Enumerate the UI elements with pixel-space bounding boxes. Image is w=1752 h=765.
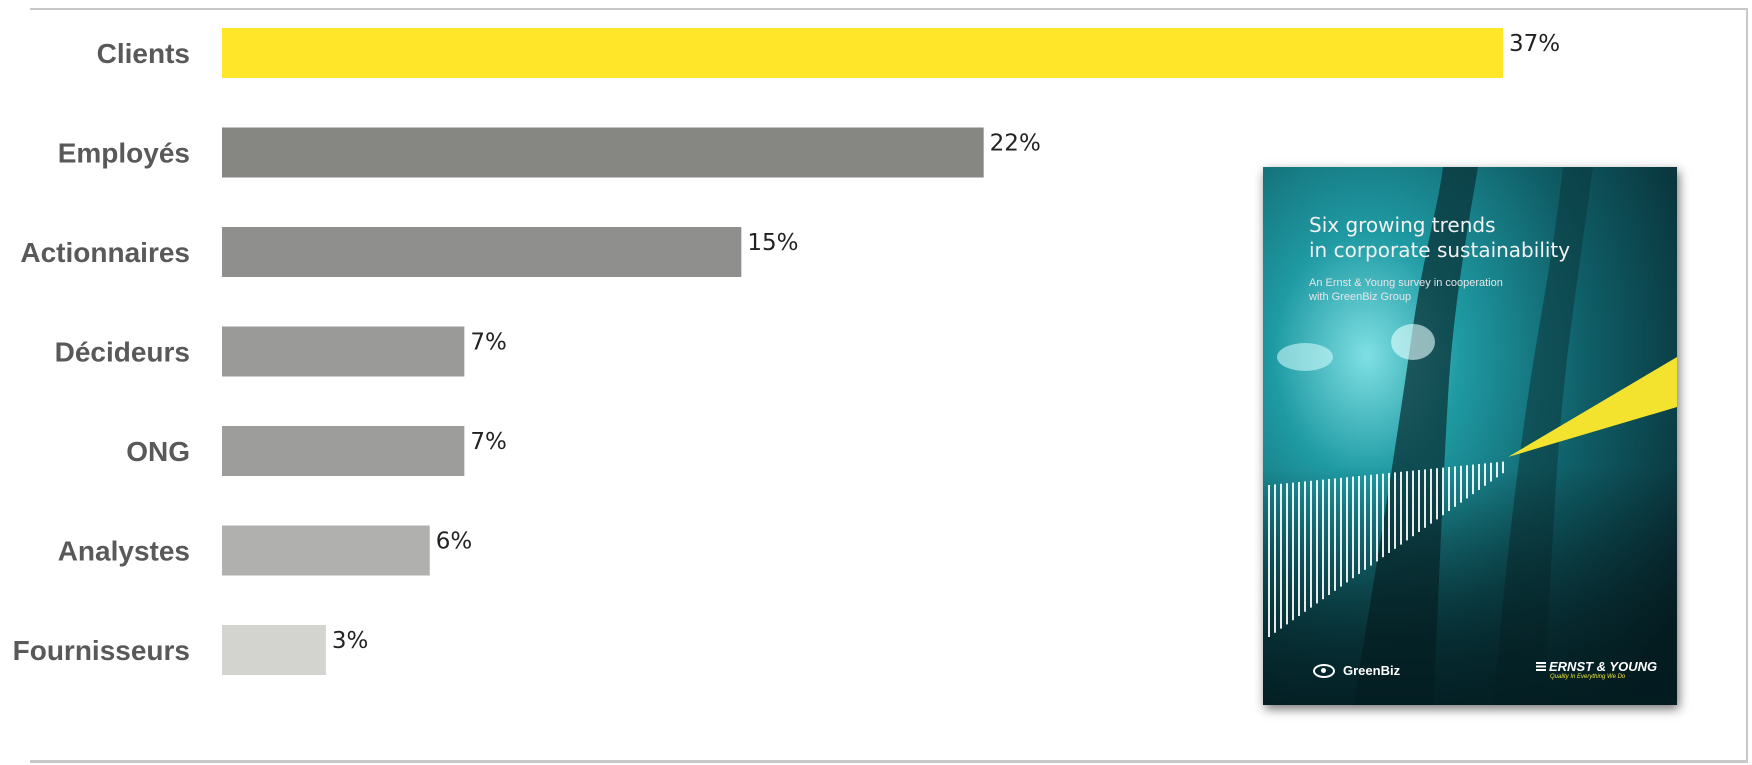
category-label-ong: ONG <box>126 436 190 467</box>
report-cover: Six growing trends in corporate sustaina… <box>1263 167 1677 705</box>
value-label-employes: 22% <box>990 131 1041 157</box>
greenbiz-logo: GreenBiz <box>1313 663 1400 678</box>
value-label-analystes: 6% <box>436 529 473 555</box>
ernst-young-logo: ERNST & YOUNG Quality In Everything We D… <box>1536 659 1657 680</box>
cover-yellow-beam <box>1508 357 1677 457</box>
chart-frame <box>30 8 1748 763</box>
value-label-fournisseurs: 3% <box>332 628 369 654</box>
ernst-young-logo-text: ERNST & YOUNG <box>1536 659 1657 674</box>
category-label-fournisseurs: Fournisseurs <box>13 635 190 666</box>
bar-fournisseurs <box>222 625 326 675</box>
category-label-employes: Employés <box>58 138 190 169</box>
category-label-clients: Clients <box>97 38 190 69</box>
ey-bars-icon <box>1536 662 1546 671</box>
value-label-ong: 7% <box>470 429 507 455</box>
bar-ong <box>222 426 465 476</box>
ernst-young-tagline: Quality In Everything We Do <box>1550 674 1626 680</box>
value-label-decideurs: 7% <box>470 330 507 356</box>
cover-subtitle-line: An Ernst & Young survey in cooperation <box>1309 277 1503 289</box>
bar-actionnaires <box>222 227 742 277</box>
category-label-analystes: Analystes <box>58 536 190 567</box>
ey-name: ERNST & YOUNG <box>1549 659 1658 674</box>
cover-light-lines-graphic <box>1268 461 1504 637</box>
bar-employes <box>222 127 984 178</box>
cover-subtitle-line: with GreenBiz Group <box>1309 291 1412 303</box>
bar-analystes <box>222 525 430 576</box>
bar-decideurs <box>222 326 465 377</box>
cover-background-image <box>1263 167 1677 705</box>
bar-clients <box>222 28 1503 78</box>
greenbiz-logo-text: GreenBiz <box>1343 663 1401 678</box>
category-label-actionnaires: Actionnaires <box>20 237 190 268</box>
greenbiz-logo-icon <box>1313 663 1335 678</box>
value-label-actionnaires: 15% <box>747 230 798 256</box>
cover-title: Six growing trends in corporate sustaina… <box>1309 213 1571 262</box>
value-label-clients: 37% <box>1509 31 1560 57</box>
category-label-decideurs: Décideurs <box>55 337 190 368</box>
cover-subtitle: An Ernst & Young survey in cooperation w… <box>1309 276 1609 304</box>
